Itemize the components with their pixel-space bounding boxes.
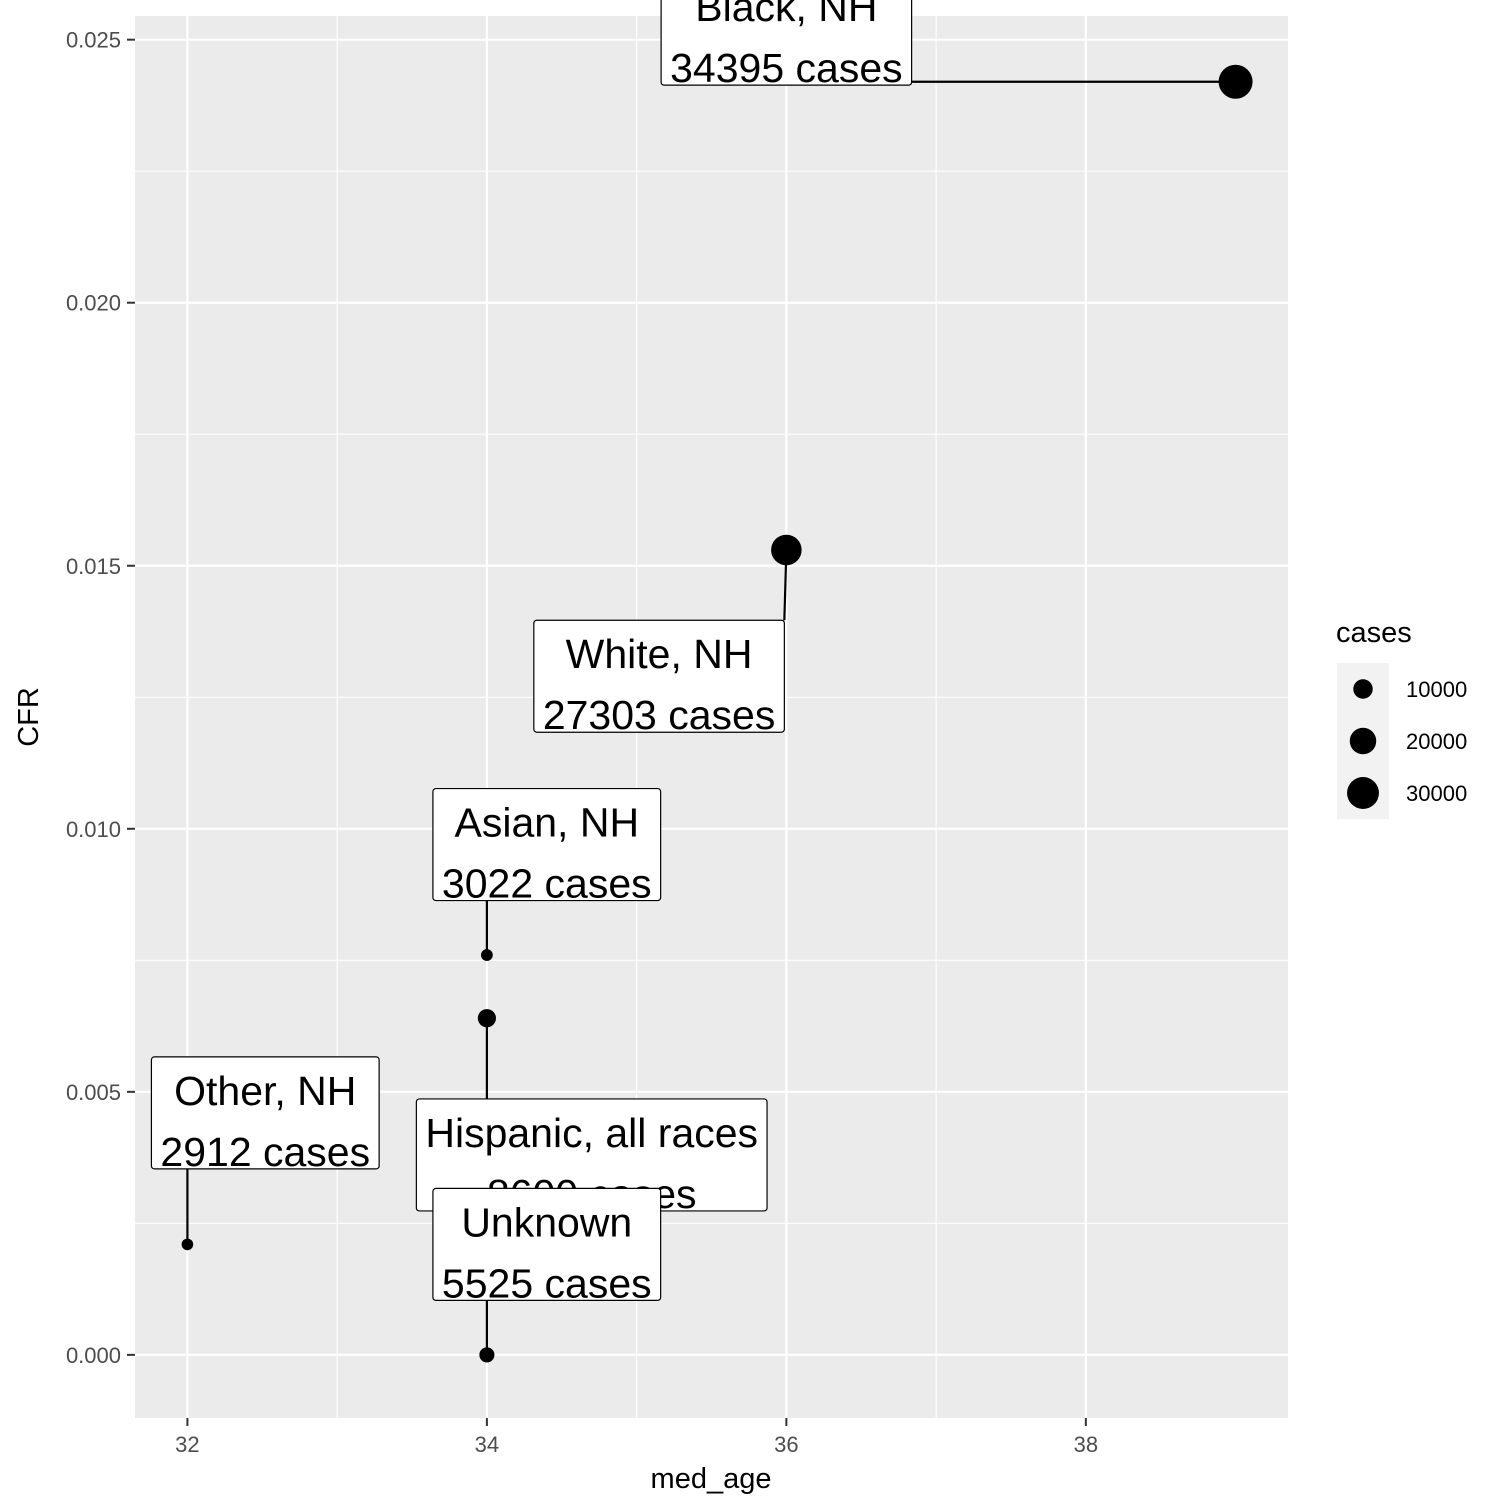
label-connectors bbox=[186, 80, 1236, 1355]
data-label: Asian, NH 3022 cases bbox=[432, 787, 662, 907]
data-label-group: Asian, NH bbox=[455, 800, 640, 846]
data-label-box bbox=[660, 0, 913, 86]
legend-label: 30000 bbox=[1406, 781, 1467, 806]
x-tick-label: 34 bbox=[475, 1432, 499, 1457]
legend-label: 20000 bbox=[1406, 729, 1467, 754]
data-label: Hispanic, all races8600 cases bbox=[415, 1098, 768, 1217]
data-label-cases: 5525 cases bbox=[442, 1260, 652, 1306]
x-tick-label: 38 bbox=[1074, 1432, 1098, 1457]
data-label-box bbox=[432, 1187, 662, 1301]
data-points bbox=[181, 64, 1253, 1363]
x-tick-label: 36 bbox=[774, 1432, 798, 1457]
data-label-group: White, NH bbox=[566, 631, 753, 677]
data-point bbox=[771, 534, 802, 566]
x-tick-label: 32 bbox=[175, 1432, 199, 1457]
data-label-group: Unknown bbox=[461, 1199, 632, 1245]
legend-key bbox=[1353, 679, 1373, 699]
y-tick-label: 0.015 bbox=[66, 554, 121, 579]
y-tick-label: 0.005 bbox=[66, 1080, 121, 1105]
legend-key bbox=[1349, 727, 1377, 755]
data-label-cases: 3022 cases bbox=[442, 861, 652, 907]
data-label: Unknown 5525 cases bbox=[432, 1187, 662, 1306]
data-point bbox=[181, 1238, 194, 1251]
y-tick-label: 0.000 bbox=[66, 1343, 121, 1368]
axes: 32 34 36 38 0.000 0.005 0.010 0.015 0.020 0.025 bbox=[66, 28, 1098, 1457]
data-labels: Black, NH 34395 cases White, NH 27303 cases… bbox=[150, 0, 913, 1306]
data-label-group: Other, NH bbox=[174, 1068, 356, 1114]
data-label-group: Black, NH bbox=[695, 0, 877, 30]
data-label-cases: 27303 cases bbox=[543, 692, 776, 738]
data-point bbox=[479, 1347, 495, 1363]
x-axis-title: med_age bbox=[651, 1463, 772, 1495]
legend-title: cases bbox=[1336, 617, 1412, 649]
data-point bbox=[1218, 64, 1253, 99]
y-tick-label: 0.020 bbox=[66, 291, 121, 316]
data-label: Black, NH 34395 cases bbox=[660, 0, 913, 91]
data-label-group: Hispanic, all races bbox=[425, 1110, 758, 1156]
data-label-box bbox=[150, 1056, 380, 1170]
data-label-box bbox=[432, 787, 662, 902]
y-tick-label: 0.025 bbox=[66, 28, 121, 53]
legend-label: 10000 bbox=[1406, 677, 1467, 702]
legend-key bbox=[1347, 777, 1379, 809]
legend: cases 10000 20000 30000 bbox=[1336, 617, 1467, 819]
data-label: White, NH 27303 cases bbox=[533, 619, 785, 738]
data-point bbox=[477, 1009, 496, 1028]
y-tick-label: 0.010 bbox=[66, 817, 121, 842]
data-label-box bbox=[533, 619, 785, 733]
data-point bbox=[481, 949, 493, 961]
y-axis-title: CFR bbox=[13, 687, 45, 747]
data-label-cases: 2912 cases bbox=[160, 1129, 370, 1175]
data-label-cases: 34395 cases bbox=[670, 45, 903, 91]
data-label: Other, NH 2912 cases bbox=[150, 1056, 380, 1175]
